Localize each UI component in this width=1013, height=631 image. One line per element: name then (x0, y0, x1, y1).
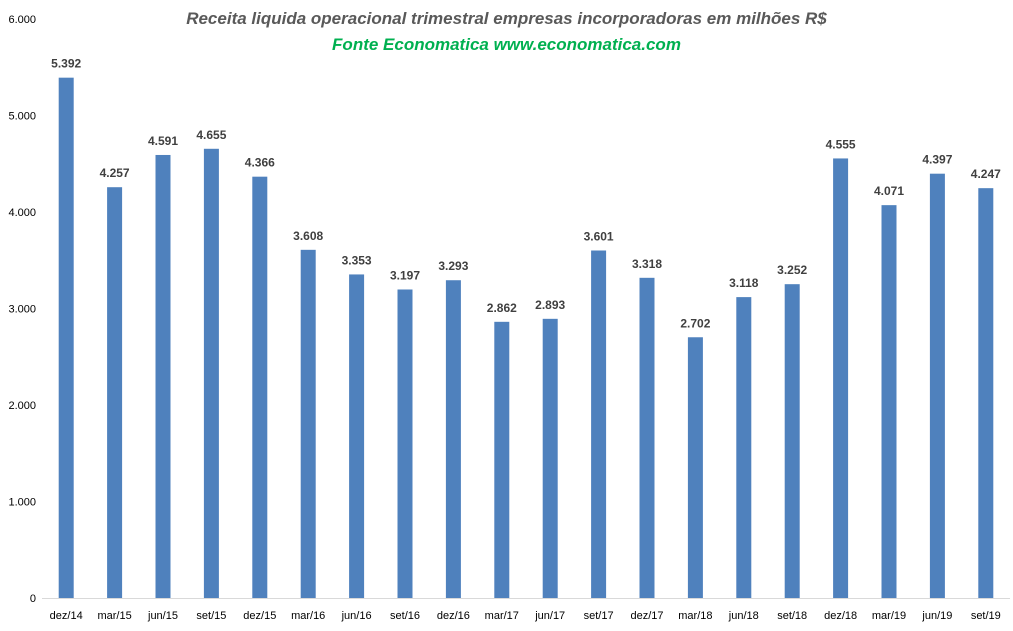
data-label: 3.118 (729, 276, 759, 290)
data-label: 3.252 (777, 263, 807, 277)
data-label: 4.366 (245, 156, 275, 170)
bar (445, 280, 461, 598)
bar (881, 205, 897, 598)
data-label: 4.655 (196, 128, 226, 142)
x-axis: dez/14 mar/15 jun/15 set/15 dez/15 mar/16 jun/… (42, 598, 1010, 622)
chart-subtitle: Fonte Economatica www.economatica.com (332, 35, 681, 54)
x-tick-label: jun/18 (728, 610, 759, 622)
data-label: 4.257 (100, 166, 130, 180)
data-label: 4.591 (148, 134, 178, 148)
x-tick-label: jun/16 (341, 610, 372, 622)
y-tick-label: 5.000 (8, 111, 36, 123)
bar (591, 250, 607, 599)
bars (58, 77, 994, 599)
bar (833, 158, 849, 598)
data-label: 4.247 (971, 167, 1001, 181)
data-label: 4.397 (922, 153, 952, 167)
data-label: 3.293 (438, 259, 468, 273)
bar (494, 321, 510, 598)
bar (203, 148, 219, 599)
data-label: 3.197 (390, 268, 420, 282)
y-tick-label: 1.000 (8, 497, 36, 509)
bar (155, 154, 171, 598)
x-tick-label: jun/15 (147, 610, 178, 622)
bar (252, 176, 268, 598)
x-tick-label: dez/17 (630, 610, 663, 622)
data-label: 3.608 (293, 229, 323, 243)
x-tick-label: mar/19 (872, 610, 906, 622)
x-tick-label: mar/18 (678, 610, 712, 622)
x-tick-label: jun/19 (921, 610, 952, 622)
chart-title: Receita liquida operacional trimestral e… (186, 9, 827, 28)
bar (107, 187, 123, 598)
y-axis: 0 1.000 2.000 3.000 4.000 5.000 6.000 (8, 14, 36, 605)
y-tick-label: 6.000 (8, 14, 36, 26)
bar (58, 77, 74, 598)
x-tick-label: dez/15 (243, 610, 276, 622)
x-tick-label: jun/17 (534, 610, 565, 622)
bar (687, 337, 703, 598)
x-tick-label: set/18 (777, 610, 807, 622)
x-tick-label: dez/16 (437, 610, 470, 622)
x-tick-label: mar/16 (291, 610, 325, 622)
x-tick-label: mar/15 (97, 610, 131, 622)
x-tick-label: set/19 (971, 610, 1001, 622)
bar (978, 188, 994, 599)
data-label: 4.555 (826, 137, 856, 151)
bar (784, 284, 800, 598)
data-label: 5.392 (51, 57, 81, 71)
x-tick-label: mar/17 (485, 610, 519, 622)
bar (397, 289, 413, 598)
data-label: 4.071 (874, 184, 904, 198)
x-tick-label: set/16 (390, 610, 420, 622)
bar (300, 249, 316, 598)
bar (349, 274, 365, 598)
data-labels: 5.392 4.257 4.591 4.655 4.366 3.608 3.353 3.197… (51, 57, 1001, 331)
data-label: 2.702 (680, 316, 710, 330)
data-label: 2.893 (535, 298, 565, 312)
y-tick-label: 0 (30, 593, 36, 605)
bar (736, 297, 752, 598)
bar (639, 277, 655, 598)
data-label: 2.862 (487, 301, 517, 315)
x-tick-label: set/15 (196, 610, 226, 622)
x-tick-label: set/17 (584, 610, 614, 622)
y-tick-label: 2.000 (8, 400, 36, 412)
x-tick-label: dez/18 (824, 610, 857, 622)
data-label: 3.353 (342, 253, 372, 267)
y-tick-label: 4.000 (8, 207, 36, 219)
data-label: 3.601 (584, 230, 614, 244)
x-tick-label: dez/14 (50, 610, 83, 622)
data-label: 3.318 (632, 257, 662, 271)
y-tick-label: 3.000 (8, 304, 36, 316)
bar (929, 173, 945, 598)
bar (542, 318, 558, 598)
